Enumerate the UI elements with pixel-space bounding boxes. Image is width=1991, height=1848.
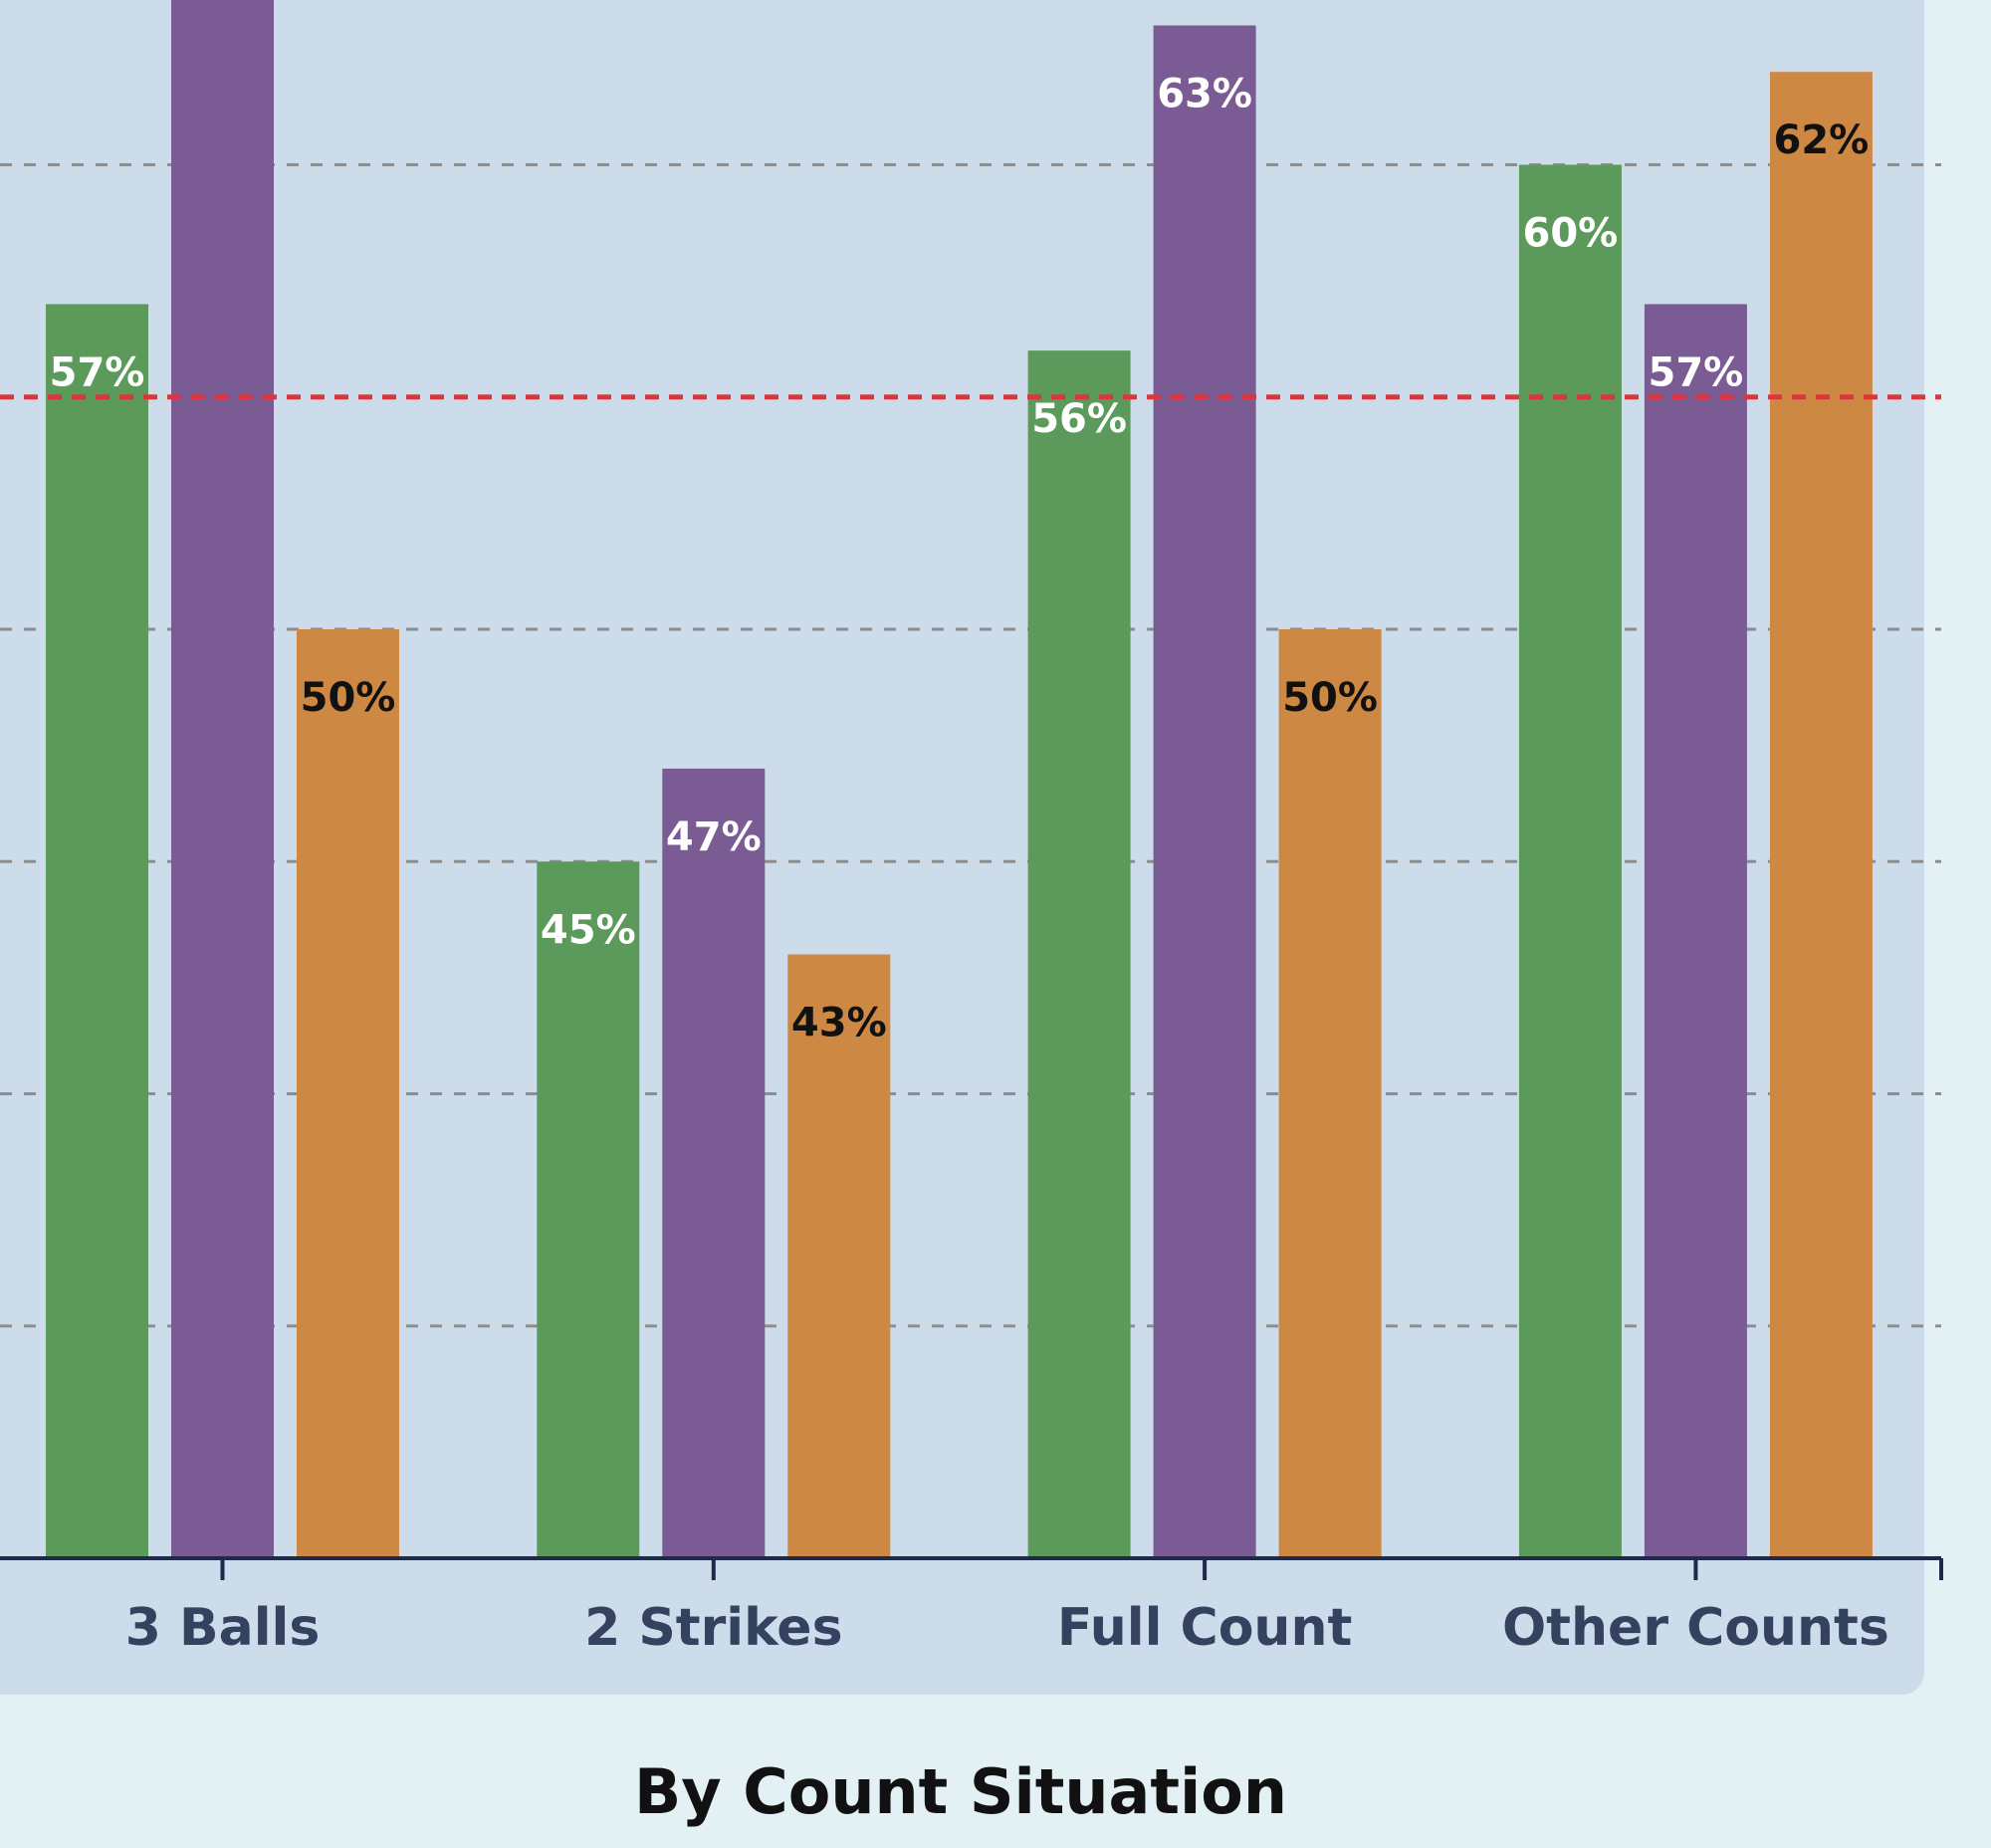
bar (1027, 350, 1131, 1559)
x-tick-label: 3 Balls (125, 1598, 321, 1658)
bar (1518, 164, 1622, 1558)
bar-value-label: 43% (791, 1001, 887, 1046)
x-axis: 3 Balls 2 Strikes Full Count Other Counts (0, 1556, 1943, 1658)
bar (171, 0, 274, 1559)
bar-value-label: 62% (1774, 117, 1870, 163)
x-tick-label: Other Counts (1502, 1598, 1889, 1658)
bar (1769, 72, 1873, 1559)
bar-labels: 57%67%50%45%47%43%56%63%50%60%57%62% (50, 72, 1870, 1046)
bar-value-label: 60% (1523, 211, 1619, 257)
bar-value-label: 47% (666, 814, 762, 860)
bar (1644, 304, 1747, 1559)
bar-value-label: 57% (1649, 349, 1744, 395)
bar-value-label: 63% (1157, 72, 1252, 117)
x-tick-label: Full Count (1057, 1598, 1353, 1658)
bar (46, 304, 148, 1559)
plot-background (0, 0, 1924, 1695)
chart-title: By Count Situation (634, 1755, 1287, 1828)
bar-value-label: 57% (50, 349, 145, 395)
bar-value-label: 45% (541, 907, 636, 953)
bar (662, 768, 766, 1558)
bar-value-label: 56% (1031, 396, 1127, 442)
bars (46, 0, 1873, 1559)
bar (537, 861, 640, 1558)
x-tick-label: 2 Strikes (584, 1598, 842, 1658)
bar-value-label: 50% (1282, 675, 1378, 721)
bar (787, 954, 891, 1558)
bar (1153, 25, 1256, 1558)
bar (297, 629, 399, 1558)
bar (1278, 629, 1382, 1558)
bar-value-label: 50% (301, 675, 396, 721)
